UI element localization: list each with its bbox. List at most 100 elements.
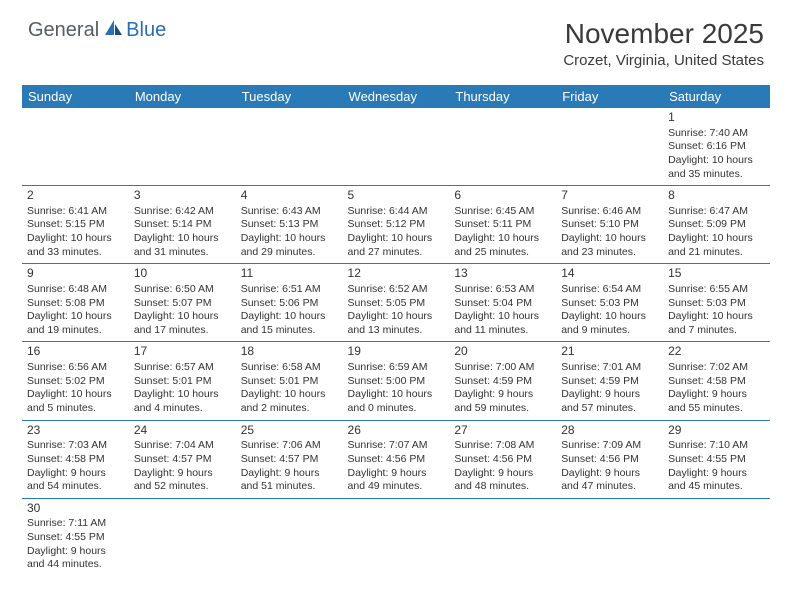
- calendar-cell: 30Sunrise: 7:11 AMSunset: 4:55 PMDayligh…: [22, 498, 129, 576]
- day-detail: Sunset: 6:16 PM: [668, 140, 765, 154]
- day-detail: and 19 minutes.: [27, 324, 124, 338]
- day-number: 15: [668, 266, 765, 282]
- day-detail: Sunrise: 7:11 AM: [27, 517, 124, 531]
- day-number: 17: [134, 344, 231, 360]
- day-detail: and 17 minutes.: [134, 324, 231, 338]
- day-detail: and 47 minutes.: [561, 480, 658, 494]
- day-detail: Sunset: 5:01 PM: [241, 375, 338, 389]
- day-header: Saturday: [663, 85, 770, 108]
- day-detail: Sunset: 5:03 PM: [668, 297, 765, 311]
- day-number: 25: [241, 423, 338, 439]
- day-detail: Sunrise: 6:50 AM: [134, 283, 231, 297]
- day-number: 1: [668, 110, 765, 126]
- calendar-row: 1Sunrise: 7:40 AMSunset: 6:16 PMDaylight…: [22, 108, 770, 186]
- day-detail: Sunset: 5:15 PM: [27, 218, 124, 232]
- day-number: 2: [27, 188, 124, 204]
- day-detail: and 2 minutes.: [241, 402, 338, 416]
- calendar-cell: 9Sunrise: 6:48 AMSunset: 5:08 PMDaylight…: [22, 264, 129, 342]
- day-detail: Sunrise: 7:09 AM: [561, 439, 658, 453]
- day-detail: Sunrise: 6:41 AM: [27, 205, 124, 219]
- day-detail: and 48 minutes.: [454, 480, 551, 494]
- day-detail: Sunrise: 6:48 AM: [27, 283, 124, 297]
- day-detail: and 9 minutes.: [561, 324, 658, 338]
- day-detail: Sunrise: 6:56 AM: [27, 361, 124, 375]
- day-detail: Sunset: 5:14 PM: [134, 218, 231, 232]
- calendar-cell: 5Sunrise: 6:44 AMSunset: 5:12 PMDaylight…: [343, 186, 450, 264]
- day-detail: Sunrise: 6:42 AM: [134, 205, 231, 219]
- day-detail: Sunrise: 6:43 AM: [241, 205, 338, 219]
- calendar-cell: [22, 108, 129, 186]
- day-number: 3: [134, 188, 231, 204]
- day-detail: Sunrise: 7:04 AM: [134, 439, 231, 453]
- calendar-cell: [129, 108, 236, 186]
- day-detail: Sunset: 4:56 PM: [561, 453, 658, 467]
- day-number: 4: [241, 188, 338, 204]
- day-detail: Daylight: 10 hours: [348, 232, 445, 246]
- calendar-cell: 6Sunrise: 6:45 AMSunset: 5:11 PMDaylight…: [449, 186, 556, 264]
- calendar-cell: [663, 498, 770, 576]
- calendar-cell: [449, 498, 556, 576]
- calendar-cell: [556, 108, 663, 186]
- day-number: 29: [668, 423, 765, 439]
- day-detail: Daylight: 10 hours: [348, 310, 445, 324]
- day-detail: Sunrise: 7:00 AM: [454, 361, 551, 375]
- day-detail: and 4 minutes.: [134, 402, 231, 416]
- day-detail: Sunrise: 6:52 AM: [348, 283, 445, 297]
- day-detail: Daylight: 9 hours: [348, 467, 445, 481]
- day-detail: Daylight: 9 hours: [27, 545, 124, 559]
- day-number: 16: [27, 344, 124, 360]
- logo-text-blue: Blue: [126, 19, 166, 42]
- day-detail: Daylight: 10 hours: [134, 388, 231, 402]
- day-detail: Daylight: 10 hours: [241, 232, 338, 246]
- day-detail: and 23 minutes.: [561, 246, 658, 260]
- calendar-cell: 15Sunrise: 6:55 AMSunset: 5:03 PMDayligh…: [663, 264, 770, 342]
- logo: General Blue: [28, 18, 166, 43]
- logo-text-general: General: [28, 19, 99, 42]
- day-number: 18: [241, 344, 338, 360]
- day-detail: and 44 minutes.: [27, 558, 124, 572]
- day-number: 19: [348, 344, 445, 360]
- day-detail: and 59 minutes.: [454, 402, 551, 416]
- calendar-cell: 12Sunrise: 6:52 AMSunset: 5:05 PMDayligh…: [343, 264, 450, 342]
- day-detail: Daylight: 10 hours: [668, 232, 765, 246]
- day-detail: Sunset: 5:06 PM: [241, 297, 338, 311]
- day-detail: and 11 minutes.: [454, 324, 551, 338]
- calendar-cell: [236, 108, 343, 186]
- day-detail: Sunrise: 6:59 AM: [348, 361, 445, 375]
- day-detail: and 45 minutes.: [668, 480, 765, 494]
- day-detail: and 5 minutes.: [27, 402, 124, 416]
- calendar-cell: 22Sunrise: 7:02 AMSunset: 4:58 PMDayligh…: [663, 342, 770, 420]
- calendar-cell: 29Sunrise: 7:10 AMSunset: 4:55 PMDayligh…: [663, 420, 770, 498]
- day-detail: Daylight: 9 hours: [561, 388, 658, 402]
- day-detail: Sunset: 4:58 PM: [27, 453, 124, 467]
- day-number: 11: [241, 266, 338, 282]
- day-number: 7: [561, 188, 658, 204]
- day-number: 8: [668, 188, 765, 204]
- day-number: 26: [348, 423, 445, 439]
- day-detail: Sunrise: 6:58 AM: [241, 361, 338, 375]
- calendar-cell: 27Sunrise: 7:08 AMSunset: 4:56 PMDayligh…: [449, 420, 556, 498]
- day-detail: Sunset: 4:56 PM: [454, 453, 551, 467]
- day-detail: Daylight: 10 hours: [134, 232, 231, 246]
- day-detail: Sunset: 5:02 PM: [27, 375, 124, 389]
- day-detail: and 25 minutes.: [454, 246, 551, 260]
- day-detail: Daylight: 10 hours: [27, 310, 124, 324]
- location: Crozet, Virginia, United States: [563, 52, 764, 69]
- day-number: 22: [668, 344, 765, 360]
- calendar-cell: 11Sunrise: 6:51 AMSunset: 5:06 PMDayligh…: [236, 264, 343, 342]
- day-number: 24: [134, 423, 231, 439]
- day-detail: Sunrise: 6:53 AM: [454, 283, 551, 297]
- day-detail: Sunset: 4:55 PM: [27, 531, 124, 545]
- day-number: 20: [454, 344, 551, 360]
- calendar-cell: [449, 108, 556, 186]
- day-detail: and 57 minutes.: [561, 402, 658, 416]
- day-detail: Daylight: 10 hours: [134, 310, 231, 324]
- day-detail: Daylight: 10 hours: [561, 232, 658, 246]
- calendar-cell: 2Sunrise: 6:41 AMSunset: 5:15 PMDaylight…: [22, 186, 129, 264]
- day-detail: and 13 minutes.: [348, 324, 445, 338]
- calendar-row: 2Sunrise: 6:41 AMSunset: 5:15 PM Daylight…: [22, 186, 770, 264]
- day-detail: and 35 minutes.: [668, 168, 765, 182]
- day-detail: Sunset: 5:09 PM: [668, 218, 765, 232]
- calendar-cell: [556, 498, 663, 576]
- day-detail: and 54 minutes.: [27, 480, 124, 494]
